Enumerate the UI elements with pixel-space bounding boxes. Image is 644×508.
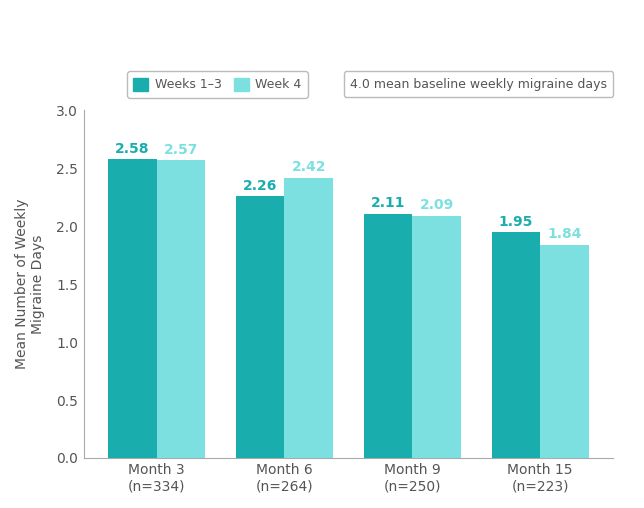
Text: 2.42: 2.42 [292, 160, 326, 174]
Bar [412, 216, 461, 458]
Bar [540, 245, 589, 458]
Bar [491, 232, 540, 458]
Y-axis label: Mean Number of Weekly
Migraine Days: Mean Number of Weekly Migraine Days [15, 199, 45, 369]
Legend: 4.0 mean baseline weekly migraine days: 4.0 mean baseline weekly migraine days [344, 72, 614, 97]
Bar [108, 159, 156, 458]
Bar [285, 178, 333, 458]
Text: 2.09: 2.09 [419, 198, 453, 212]
Text: 2.26: 2.26 [243, 179, 278, 193]
Text: 2.11: 2.11 [371, 196, 405, 210]
Bar [236, 196, 285, 458]
Text: 2.57: 2.57 [164, 143, 198, 157]
Bar [156, 160, 205, 458]
Text: 1.95: 1.95 [498, 214, 533, 229]
Text: 2.58: 2.58 [115, 142, 149, 155]
Text: 1.84: 1.84 [547, 227, 582, 241]
Bar [364, 213, 412, 458]
